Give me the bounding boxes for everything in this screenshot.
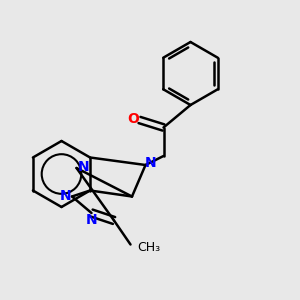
Text: N: N [145,156,156,170]
Text: N: N [77,160,89,174]
Text: N: N [60,189,71,202]
Text: O: O [127,112,139,126]
Text: CH₃: CH₃ [137,241,160,254]
Text: N: N [86,213,97,226]
